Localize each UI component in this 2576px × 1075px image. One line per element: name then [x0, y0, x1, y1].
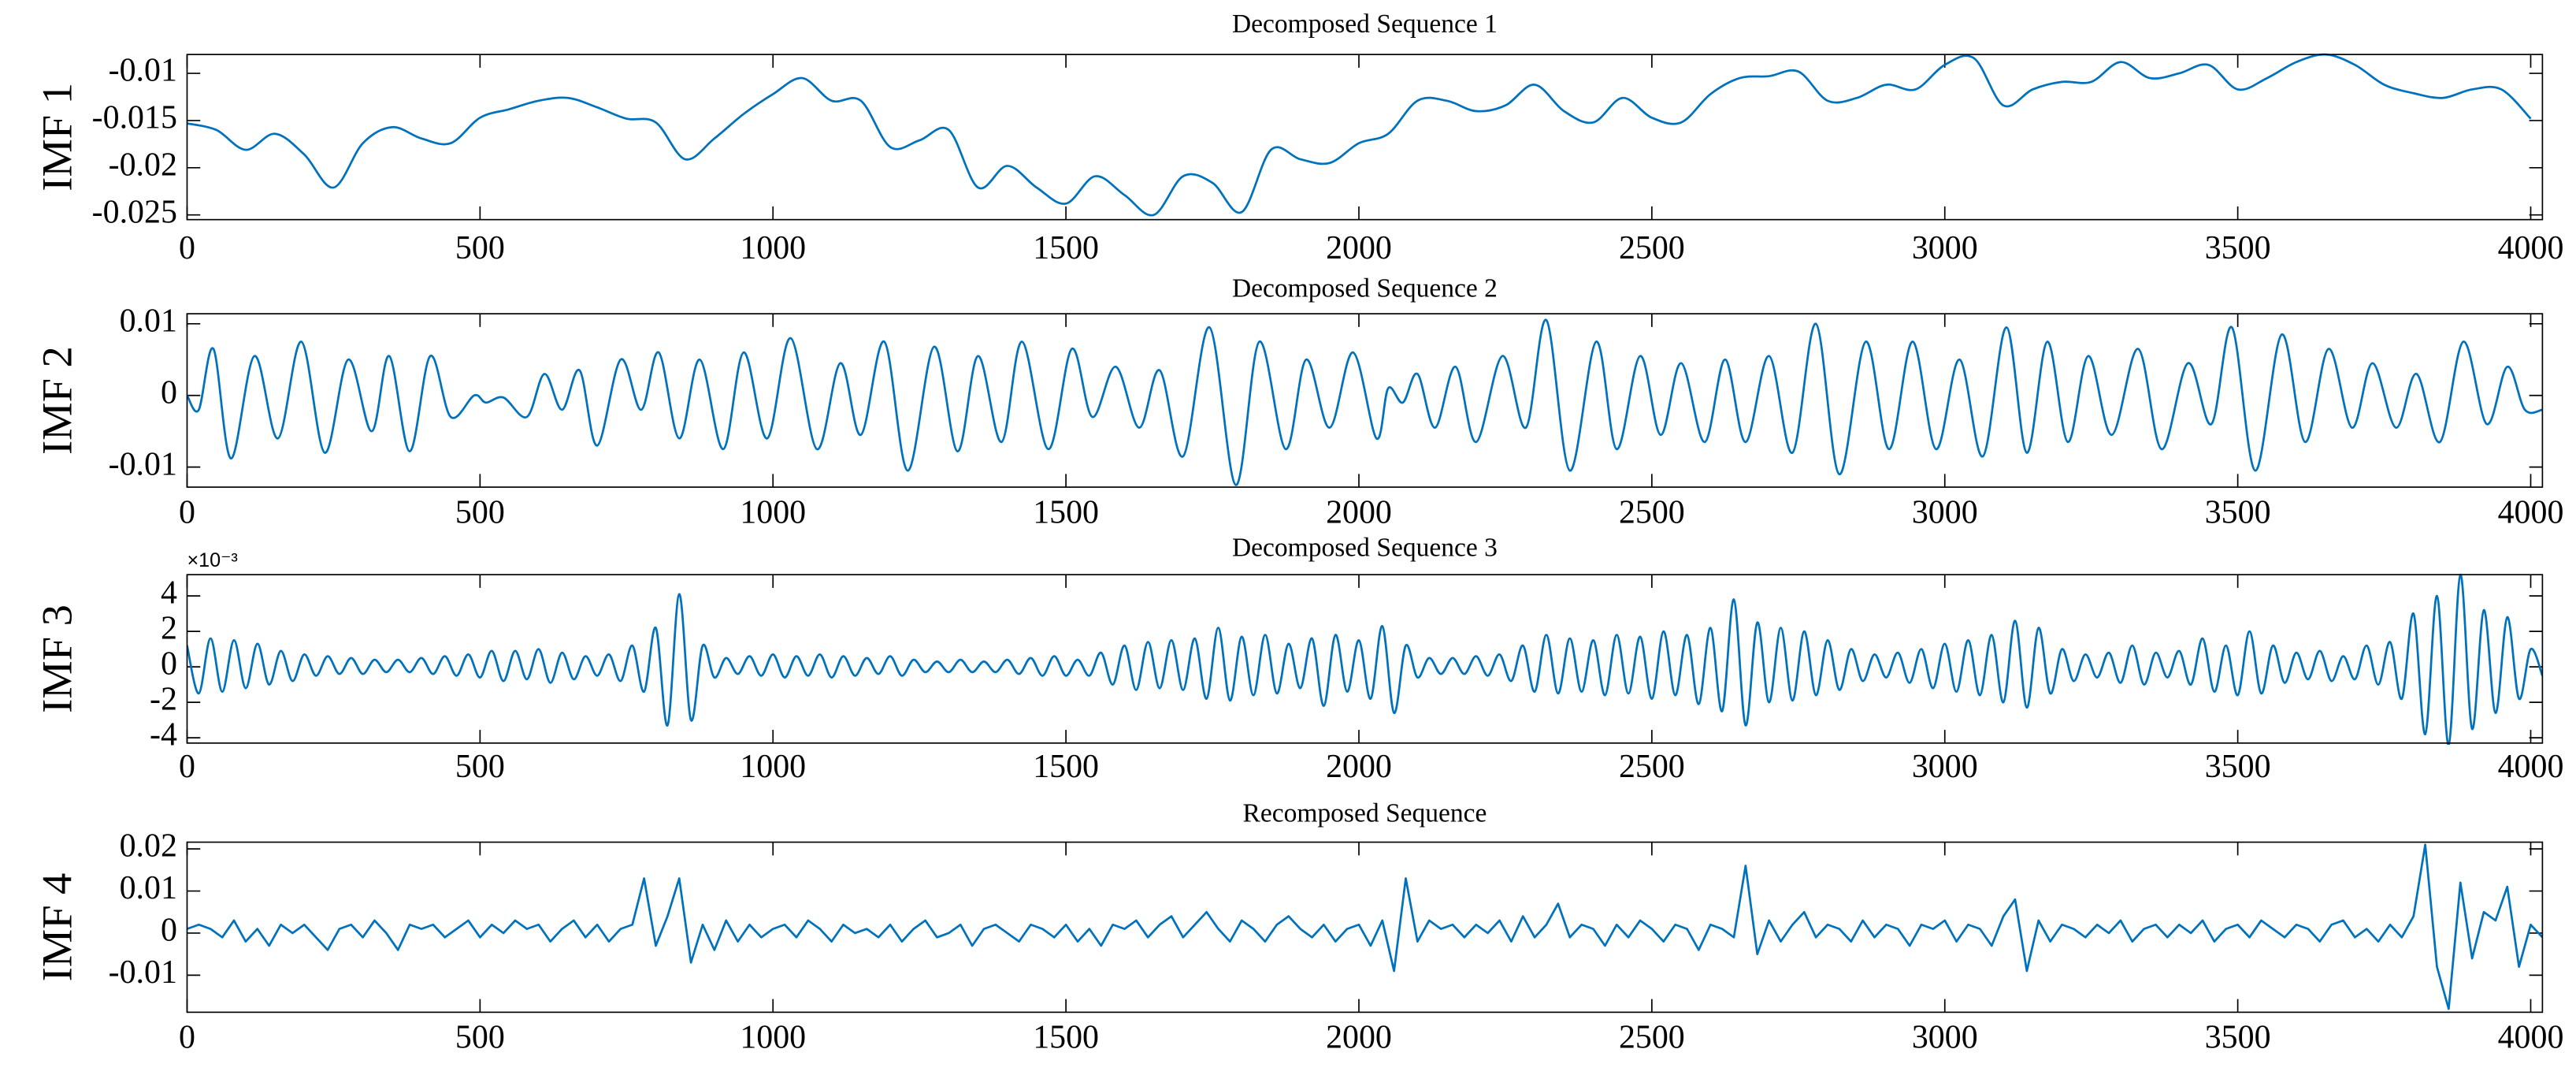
x-tick-label: 1500 [1033, 494, 1099, 530]
y-axis-label: IMF 4 [33, 873, 81, 982]
y-tick-label: -0.01 [109, 446, 177, 482]
x-tick-label: 3500 [2205, 1020, 2271, 1056]
axes-box [186, 841, 2544, 1014]
y-tick-label: 0.01 [120, 303, 177, 339]
x-tick-label: 2000 [1326, 749, 1392, 785]
x-tick-label: 0 [179, 230, 195, 266]
y-tick-label: 0 [161, 913, 177, 949]
subplot-title: Decomposed Sequence 1 [1232, 9, 1498, 39]
y-tick-label: 0.01 [120, 870, 177, 906]
y-axis-label: IMF 1 [33, 83, 81, 192]
x-tick-label: 500 [455, 1020, 505, 1056]
x-tick-label: 1000 [740, 1020, 806, 1056]
x-tick-label: 3500 [2205, 749, 2271, 785]
x-tick-label: 2000 [1326, 1020, 1392, 1056]
axes-box [186, 313, 2544, 488]
y-tick-label: -0.025 [92, 194, 177, 230]
x-tick-label: 3000 [1912, 494, 1978, 530]
axes-box [186, 574, 2544, 744]
x-tick-label: 1500 [1033, 749, 1099, 785]
y-tick-label: -2 [150, 682, 177, 718]
y-multiplier: ×10⁻³ [187, 549, 237, 571]
y-tick-label: -0.015 [92, 100, 177, 136]
x-tick-label: 2500 [1619, 749, 1685, 785]
x-tick-label: 3000 [1912, 1020, 1978, 1056]
x-tick-label: 500 [455, 749, 505, 785]
subplot-title: Decomposed Sequence 3 [1232, 533, 1498, 562]
x-tick-label: 4000 [2498, 230, 2564, 266]
y-tick-label: 0.02 [120, 828, 177, 865]
y-tick-label: 0 [161, 374, 177, 411]
y-tick-label: -4 [150, 717, 177, 753]
x-tick-label: 0 [179, 749, 195, 785]
signal-line [187, 573, 2543, 745]
x-tick-label: 0 [179, 494, 195, 530]
x-tick-label: 1500 [1033, 230, 1099, 266]
x-tick-label: 3000 [1912, 749, 1978, 785]
subplot-title: Decomposed Sequence 2 [1232, 273, 1498, 303]
x-tick-label: 2000 [1326, 230, 1392, 266]
x-tick-label: 4000 [2498, 749, 2564, 785]
x-tick-label: 2500 [1619, 230, 1685, 266]
y-tick-label: -0.01 [109, 954, 177, 991]
y-tick-label: 0 [161, 646, 177, 683]
x-tick-label: 2500 [1619, 494, 1685, 530]
x-tick-label: 3500 [2205, 230, 2271, 266]
x-tick-label: 1000 [740, 230, 806, 266]
y-axis-label: IMF 3 [33, 604, 81, 713]
y-tick-label: -0.01 [109, 53, 177, 89]
signal-line [187, 843, 2543, 1010]
x-tick-label: 2500 [1619, 1020, 1685, 1056]
x-tick-label: 3500 [2205, 494, 2271, 530]
x-tick-label: 1000 [740, 494, 806, 530]
x-tick-label: 1500 [1033, 1020, 1099, 1056]
x-tick-label: 4000 [2498, 494, 2564, 530]
x-tick-label: 500 [455, 494, 505, 530]
x-tick-label: 3000 [1912, 230, 1978, 266]
x-tick-label: 4000 [2498, 1020, 2564, 1056]
y-axis-label: IMF 2 [33, 346, 81, 455]
y-tick-label: 4 [161, 575, 177, 612]
subplot-title: Recomposed Sequence [1242, 799, 1487, 828]
signal-line [187, 53, 2532, 217]
x-tick-label: 1000 [740, 749, 806, 785]
x-tick-label: 500 [455, 230, 505, 266]
x-tick-label: 2000 [1326, 494, 1392, 530]
y-tick-label: 2 [161, 611, 177, 647]
y-tick-label: -0.02 [109, 147, 177, 183]
signal-line [187, 318, 2543, 486]
axes-box [186, 54, 2544, 221]
x-tick-label: 0 [179, 1020, 195, 1056]
